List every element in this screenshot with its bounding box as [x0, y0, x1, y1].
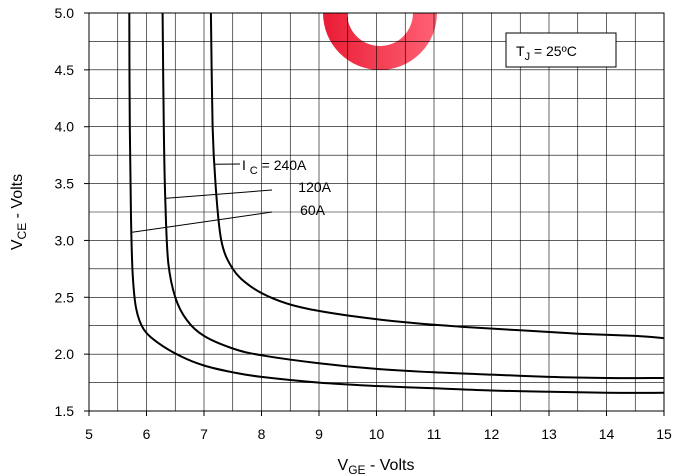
x-tick-label: 10	[369, 426, 385, 442]
x-tick-label: 15	[656, 426, 672, 442]
series-curve-60A	[128, 12, 665, 394]
condition-box: TJ = 25ºC	[505, 32, 617, 68]
leader-line-120A	[164, 189, 273, 199]
x-tick-label: 8	[258, 426, 266, 442]
series-label-120A: 120A	[298, 179, 331, 195]
series-curve-240A	[209, 12, 665, 340]
x-tick-label: 9	[315, 426, 323, 442]
y-tick-label: 2.5	[55, 289, 75, 305]
x-axis-title: VGE - Volts	[338, 457, 415, 476]
x-tick-label: 11	[427, 426, 442, 442]
series-curve-120A	[161, 12, 665, 380]
leader-line-60A	[130, 211, 273, 233]
series-label-60A: 60A	[300, 202, 326, 218]
series-callouts: I C = 240A 120A 60A	[130, 157, 332, 233]
y-tick-label: 4.5	[55, 62, 75, 78]
y-tick-label: 3.0	[55, 232, 75, 248]
y-axis-title: VCE - Volts	[9, 174, 29, 250]
x-tick-label: 13	[541, 426, 557, 442]
y-tick-label: 4.0	[55, 119, 75, 135]
y-tick-label: 5.0	[55, 5, 75, 21]
curve-layer	[128, 12, 665, 394]
x-tick-label: 6	[143, 426, 151, 442]
series-label-240A: I C = 240A	[242, 157, 307, 177]
x-tick-label: 7	[200, 426, 208, 442]
tick-labels: 5 6 7 8 9 10 11 12 13 14 15 1.5 2.0 2.5 3.0 3.5 4.0 4.5 5.…	[55, 5, 672, 442]
y-tick-label: 3.5	[55, 176, 75, 192]
x-tick-label: 12	[484, 426, 500, 442]
watermark-logo	[323, 13, 437, 70]
grid-lines	[88, 12, 665, 412]
x-tick-label: 5	[85, 426, 93, 442]
x-tick-label: 14	[599, 426, 615, 442]
y-tick-label: 1.5	[55, 403, 75, 419]
y-tick-label: 2.0	[55, 346, 75, 362]
condition-label: TJ = 25ºC	[516, 43, 577, 63]
